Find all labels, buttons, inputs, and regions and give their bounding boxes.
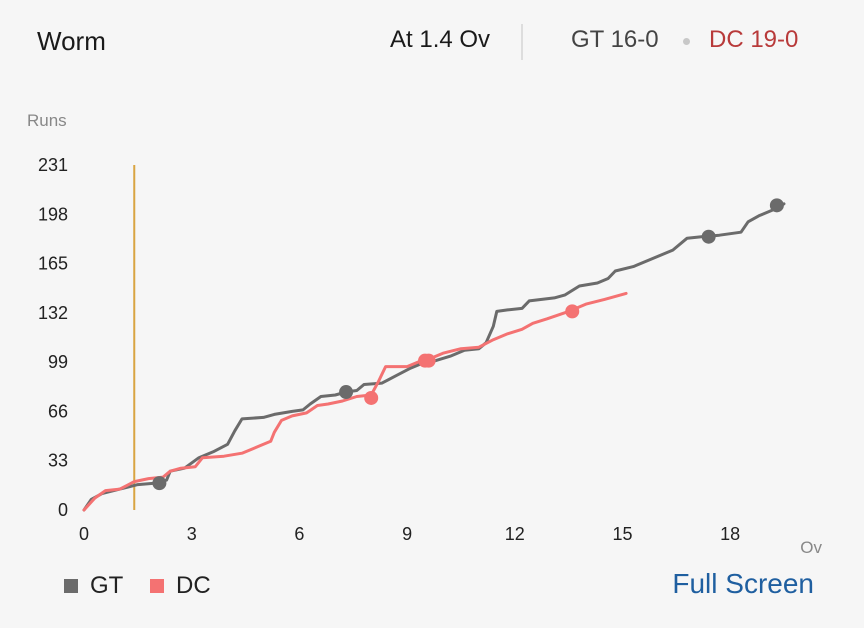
y-tick-label: 99 bbox=[48, 352, 68, 372]
chart-header: Worm At 1.4 Ov GT 16-0 DC 19-0 bbox=[0, 0, 864, 86]
y-tick-label: 231 bbox=[38, 155, 68, 175]
y-tick-label: 132 bbox=[38, 303, 68, 323]
y-axis-label: Runs bbox=[27, 111, 67, 130]
x-tick-label: 15 bbox=[612, 524, 632, 544]
chart-series bbox=[82, 165, 786, 512]
series-line-dc bbox=[82, 291, 628, 512]
legend-label-dc: DC bbox=[176, 572, 211, 599]
y-tick-label: 198 bbox=[38, 204, 68, 224]
x-axis-label: Ov bbox=[800, 538, 822, 557]
wicket-marker-gt bbox=[152, 476, 167, 491]
worm-chart: Runs 0 33 66 99 132 165 198 231 0 3 6 9 12 15 18 Ov bbox=[27, 111, 822, 557]
dc-score: DC 19-0 bbox=[709, 26, 799, 53]
y-tick-label: 66 bbox=[48, 401, 68, 421]
wicket-marker-gt bbox=[769, 198, 784, 213]
x-tick-label: 9 bbox=[402, 524, 412, 544]
wicket-marker-dc bbox=[364, 390, 379, 405]
x-tick-label: 0 bbox=[79, 524, 89, 544]
chart-title: Worm bbox=[37, 26, 106, 56]
wicket-marker-dc bbox=[565, 304, 580, 319]
full-screen-link[interactable]: Full Screen bbox=[672, 568, 814, 599]
legend-label-gt: GT bbox=[90, 572, 124, 599]
wicket-marker-dc bbox=[421, 353, 436, 368]
wicket-marker-gt bbox=[701, 229, 716, 244]
x-tick-label: 3 bbox=[187, 524, 197, 544]
current-over-label: At 1.4 Ov bbox=[390, 26, 491, 53]
wicket-marker-gt bbox=[339, 385, 354, 400]
y-tick-label: 165 bbox=[38, 254, 68, 274]
chart-axes: Runs 0 33 66 99 132 165 198 231 0 3 6 9 12 15 18 Ov bbox=[27, 111, 822, 557]
score-separator-dot bbox=[683, 38, 690, 45]
y-tick-label: 0 bbox=[58, 500, 68, 520]
header-divider bbox=[521, 24, 523, 60]
legend-swatch-dc bbox=[150, 579, 164, 593]
legend-swatch-gt bbox=[64, 579, 78, 593]
gt-score: GT 16-0 bbox=[571, 26, 659, 53]
x-tick-label: 18 bbox=[720, 524, 740, 544]
x-tick-label: 6 bbox=[294, 524, 304, 544]
x-tick-label: 12 bbox=[505, 524, 525, 544]
y-tick-label: 33 bbox=[48, 451, 68, 471]
